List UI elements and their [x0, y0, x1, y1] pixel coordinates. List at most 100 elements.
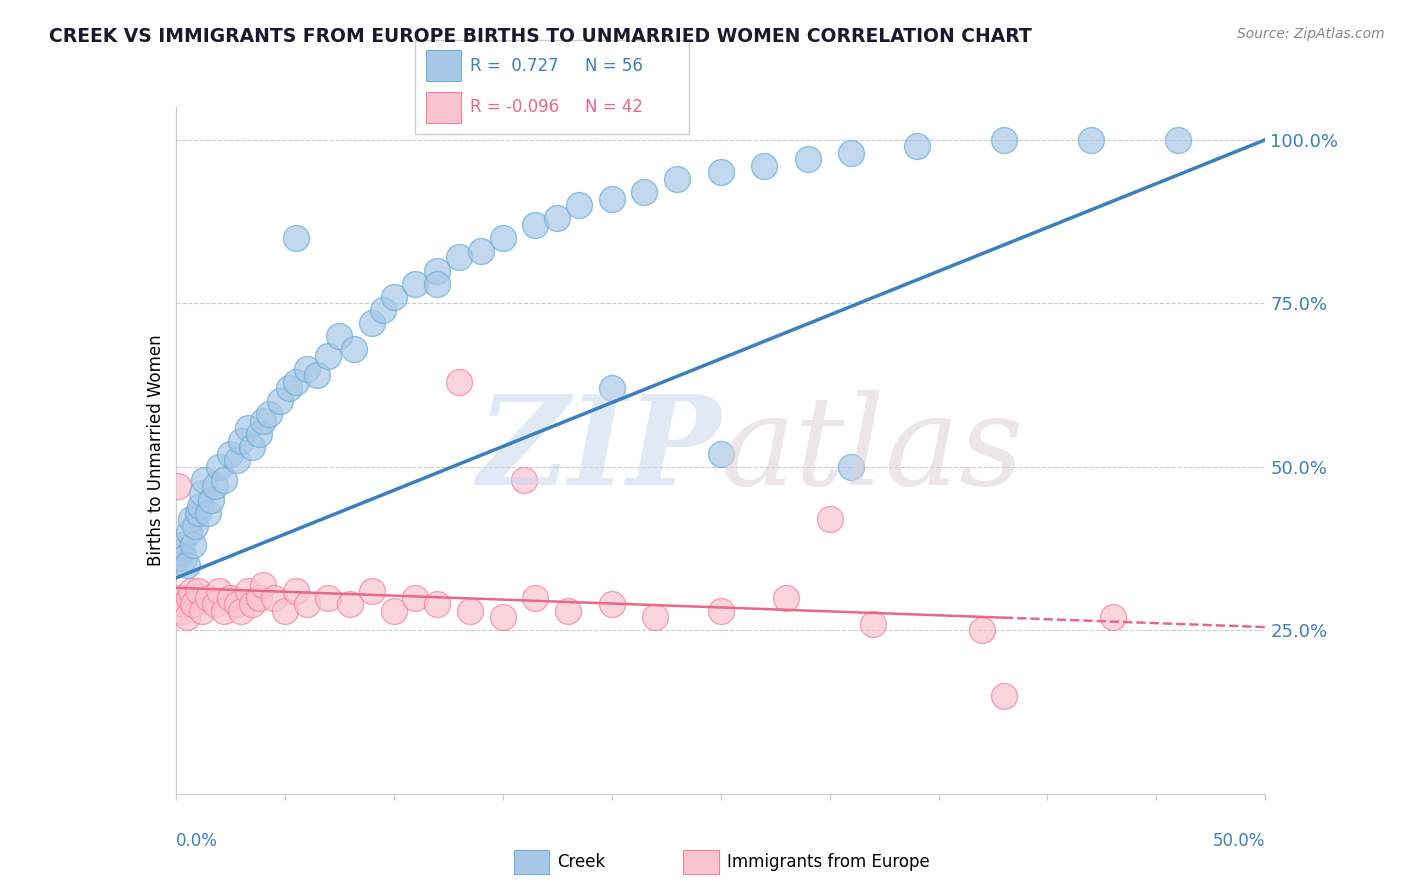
Point: [360, 584, 382, 599]
FancyBboxPatch shape: [683, 850, 718, 873]
Point: [458, 604, 481, 618]
Point: [219, 591, 242, 605]
Point: [188, 499, 211, 513]
Point: [231, 434, 253, 448]
Y-axis label: Births to Unmarried Women: Births to Unmarried Women: [146, 334, 165, 566]
Point: [318, 349, 340, 363]
Point: [600, 192, 623, 206]
Point: [318, 591, 340, 605]
Point: [818, 512, 841, 526]
Point: [633, 185, 655, 199]
Point: [970, 624, 993, 638]
Point: [426, 277, 449, 291]
Point: [426, 597, 449, 611]
Point: [240, 597, 263, 611]
Point: [208, 459, 231, 474]
Point: [993, 133, 1015, 147]
Text: R =  0.727: R = 0.727: [470, 57, 558, 75]
Point: [186, 506, 209, 520]
Point: [644, 610, 666, 624]
Point: [546, 211, 568, 226]
Point: [841, 145, 863, 160]
Point: [186, 584, 209, 599]
Point: [284, 584, 307, 599]
FancyBboxPatch shape: [426, 92, 461, 122]
Point: [600, 597, 623, 611]
Point: [775, 591, 797, 605]
Point: [173, 597, 195, 611]
Point: [184, 518, 207, 533]
Point: [426, 263, 449, 277]
Point: [200, 492, 222, 507]
Point: [252, 414, 274, 428]
Point: [274, 604, 297, 618]
Point: [180, 512, 202, 526]
Text: Immigrants from Europe: Immigrants from Europe: [727, 853, 929, 871]
Point: [470, 244, 492, 258]
Point: [284, 231, 307, 245]
Point: [1167, 133, 1189, 147]
Point: [862, 616, 884, 631]
Point: [447, 251, 470, 265]
Point: [1080, 133, 1102, 147]
Point: [169, 591, 191, 605]
Point: [247, 427, 270, 442]
Point: [197, 506, 219, 520]
Point: [568, 198, 591, 212]
Text: 0.0%: 0.0%: [176, 831, 218, 850]
Point: [307, 368, 329, 383]
Point: [339, 597, 361, 611]
Point: [841, 459, 863, 474]
Point: [492, 231, 515, 245]
Point: [208, 584, 231, 599]
Point: [167, 479, 190, 493]
Point: [371, 302, 394, 317]
Point: [247, 591, 270, 605]
Point: [993, 689, 1015, 703]
Point: [204, 479, 226, 493]
Point: [278, 381, 301, 395]
Point: [252, 577, 274, 591]
Point: [360, 316, 382, 330]
Point: [328, 329, 350, 343]
Point: [180, 584, 202, 599]
Point: [557, 604, 579, 618]
Point: [263, 591, 285, 605]
Point: [193, 473, 215, 487]
Text: ZIP: ZIP: [477, 390, 721, 511]
Point: [236, 420, 259, 434]
Point: [212, 473, 235, 487]
FancyBboxPatch shape: [515, 850, 550, 873]
Point: [447, 375, 470, 389]
Point: [177, 525, 200, 540]
Point: [181, 597, 204, 611]
Point: [796, 153, 818, 167]
Point: [295, 597, 318, 611]
Text: N = 42: N = 42: [585, 97, 643, 116]
Point: [284, 375, 307, 389]
Point: [905, 139, 928, 153]
Point: [524, 591, 547, 605]
Point: [754, 159, 776, 173]
Text: atlas: atlas: [721, 390, 1024, 511]
Text: N = 56: N = 56: [585, 57, 643, 75]
Text: Creek: Creek: [557, 853, 606, 871]
FancyBboxPatch shape: [426, 51, 461, 81]
Point: [219, 447, 242, 461]
Point: [231, 604, 253, 618]
Point: [492, 610, 515, 624]
Point: [172, 604, 194, 618]
Text: CREEK VS IMMIGRANTS FROM EUROPE BIRTHS TO UNMARRIED WOMEN CORRELATION CHART: CREEK VS IMMIGRANTS FROM EUROPE BIRTHS T…: [49, 27, 1032, 45]
Point: [172, 538, 194, 552]
Point: [710, 165, 733, 179]
Point: [710, 604, 733, 618]
Point: [513, 473, 536, 487]
Point: [343, 342, 366, 356]
Point: [240, 440, 263, 454]
Point: [225, 453, 247, 467]
Point: [191, 604, 214, 618]
Point: [176, 558, 198, 572]
Point: [191, 486, 214, 500]
Text: R = -0.096: R = -0.096: [470, 97, 558, 116]
Point: [666, 172, 689, 186]
